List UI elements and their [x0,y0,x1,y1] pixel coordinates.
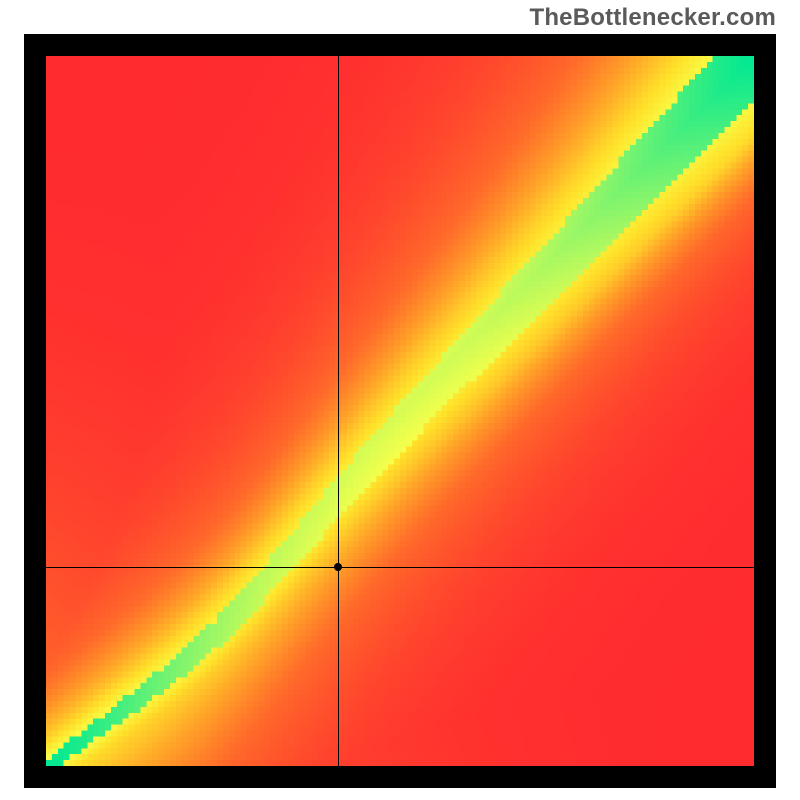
bottleneck-heatmap [46,56,754,766]
watermark-text: TheBottlenecker.com [529,4,776,32]
crosshair-marker-dot [334,563,342,571]
crosshair-horizontal [46,567,754,568]
figure-frame: TheBottlenecker.com [0,0,800,800]
crosshair-vertical [338,56,339,766]
